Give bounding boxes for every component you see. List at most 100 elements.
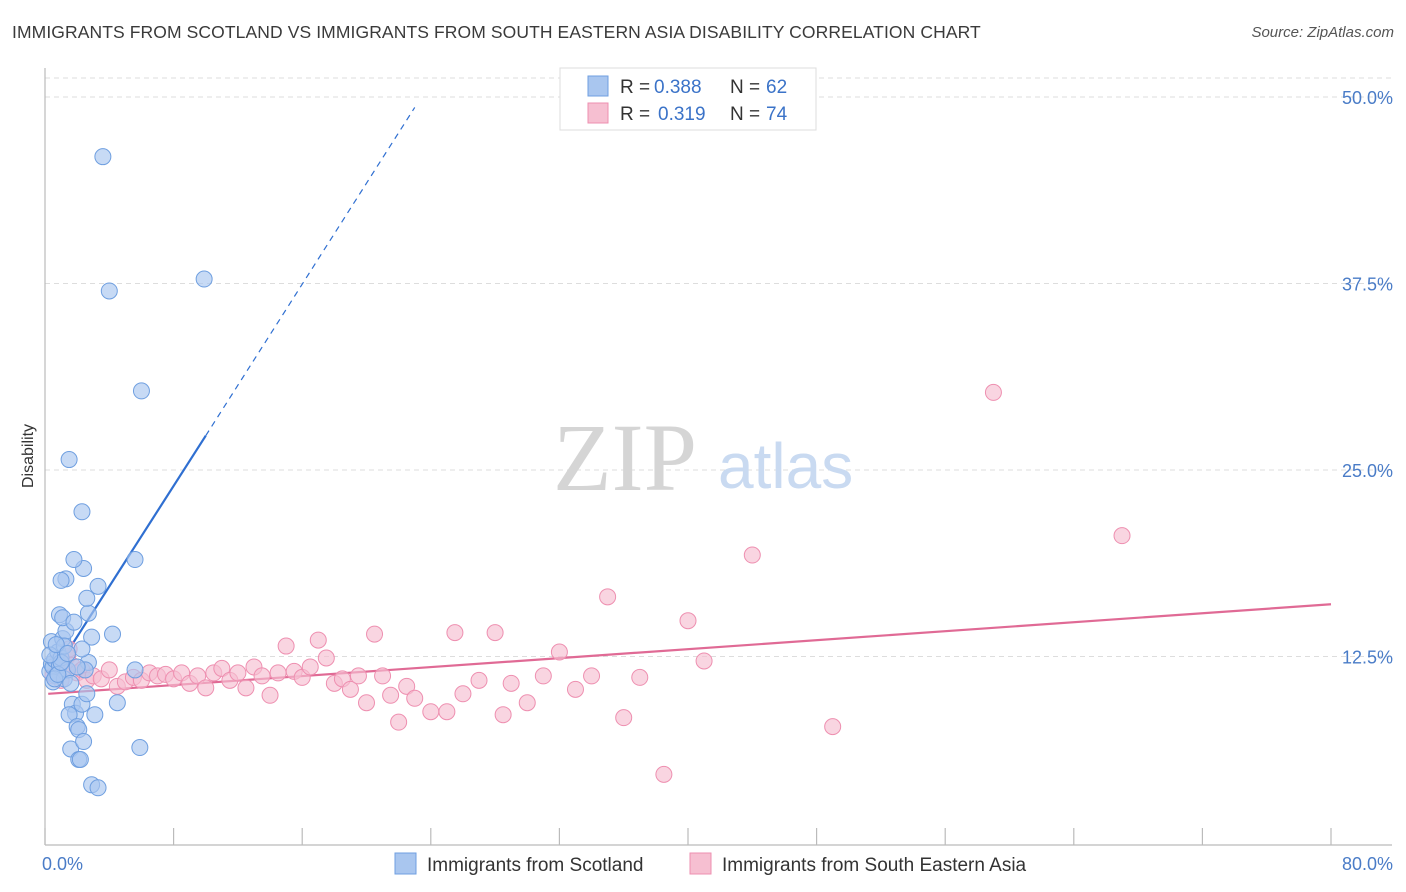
point-sea — [599, 588, 617, 606]
point-sea — [261, 686, 279, 704]
point-sea — [269, 664, 287, 682]
point-scotland — [60, 706, 78, 724]
legend-n-label: N = — [730, 77, 760, 98]
watermark: ZIP atlas — [553, 404, 853, 511]
point-scotland — [126, 661, 144, 679]
point-sea — [438, 703, 456, 721]
point-scotland — [60, 451, 78, 469]
point-sea — [309, 631, 327, 649]
point-scotland — [75, 733, 93, 751]
point-sea — [1113, 527, 1131, 545]
bottom-legend-swatch-scotland — [394, 852, 417, 875]
point-scotland — [108, 694, 126, 712]
point-sea — [277, 637, 295, 655]
y-tick-label: 50.0% — [1342, 88, 1393, 108]
point-scotland — [195, 270, 213, 288]
point-sea — [301, 658, 319, 676]
point-sea — [253, 667, 271, 685]
point-sea — [502, 674, 520, 692]
point-scotland — [104, 625, 122, 643]
point-scotland — [59, 645, 77, 663]
axes — [44, 68, 1392, 846]
point-sea — [824, 718, 842, 736]
legend-r-value: 0.319 — [658, 104, 706, 125]
gridlines — [45, 77, 1392, 657]
point-sea — [615, 709, 633, 727]
point-sea — [655, 765, 673, 783]
point-sea — [446, 624, 464, 642]
point-sea — [100, 661, 118, 679]
point-scotland — [73, 640, 91, 658]
y-tick-label: 25.0% — [1342, 461, 1393, 481]
legend-n-value: 74 — [766, 104, 788, 125]
point-sea — [679, 612, 697, 630]
trend-line-scotland-extension — [205, 107, 416, 437]
point-scotland — [52, 571, 70, 589]
point-sea — [406, 689, 424, 707]
point-sea — [566, 680, 584, 698]
point-scotland — [71, 750, 89, 768]
point-sea — [695, 652, 713, 670]
y-tick-labels: 12.5% 25.0% 37.5% 50.0% — [1342, 88, 1393, 668]
y-tick-label: 37.5% — [1342, 275, 1393, 295]
point-sea — [398, 677, 416, 695]
y-tick-label: 12.5% — [1342, 648, 1393, 668]
x-tick-labels: 0.0% 80.0% — [42, 854, 1393, 874]
point-scotland — [79, 604, 97, 622]
legend-swatch-scotland — [587, 75, 609, 97]
point-scotland — [126, 551, 144, 569]
point-sea — [631, 668, 649, 686]
bottom-legend-label-sea: Immigrants from South Eastern Asia — [722, 855, 1027, 876]
legend-n-label: N = — [730, 104, 760, 125]
legend-swatch-sea — [587, 102, 609, 124]
x-tick-label: 80.0% — [1342, 854, 1393, 874]
point-sea — [518, 694, 536, 712]
point-sea — [534, 667, 552, 685]
point-scotland — [73, 503, 91, 521]
bottom-legend-label-scotland: Immigrants from Scotland — [427, 855, 643, 876]
bottom-legend-swatch-sea — [689, 852, 712, 875]
point-scotland — [78, 589, 96, 607]
point-sea — [374, 667, 392, 685]
point-scotland — [65, 613, 83, 631]
point-scotland — [78, 685, 96, 703]
point-sea — [382, 686, 400, 704]
point-sea — [470, 671, 488, 689]
point-sea — [349, 667, 367, 685]
point-scotland — [94, 148, 112, 166]
source-label: Source: ZipAtlas.com — [1251, 24, 1394, 41]
point-scotland — [89, 577, 107, 595]
point-sea — [550, 643, 568, 661]
point-sea — [237, 679, 255, 697]
watermark-atlas: atlas — [718, 430, 853, 502]
point-sea — [366, 625, 384, 643]
point-sea — [213, 659, 231, 677]
point-sea — [317, 649, 335, 667]
bottom-legend: Immigrants from Scotland Immigrants from… — [394, 852, 1027, 876]
watermark-zip: ZIP — [553, 404, 697, 511]
point-scotland — [100, 282, 118, 300]
trend-lines — [47, 107, 1332, 695]
point-sea — [743, 546, 761, 564]
point-sea — [422, 703, 440, 721]
point-sea — [189, 667, 207, 685]
point-scotland — [132, 382, 150, 400]
point-scotland — [83, 628, 101, 646]
point-sea — [494, 706, 512, 724]
point-scotland — [68, 658, 86, 676]
point-scotland — [89, 779, 107, 797]
point-scotland — [62, 674, 80, 692]
y-axis-title: Disability — [20, 424, 37, 488]
point-sea — [390, 713, 408, 731]
point-sea — [486, 624, 504, 642]
point-sea — [454, 685, 472, 703]
legend-r-label: R = — [620, 104, 650, 125]
chart-title: IMMIGRANTS FROM SCOTLAND VS IMMIGRANTS F… — [12, 22, 981, 42]
legend-r-label: R = — [620, 77, 650, 98]
point-scotland — [86, 706, 104, 724]
x-tick-label: 0.0% — [42, 854, 83, 874]
point-scotland — [47, 636, 65, 654]
legend-box: R = 0.388 N = 62 R = 0.319 N = 74 — [559, 67, 817, 131]
point-sea — [358, 694, 375, 712]
